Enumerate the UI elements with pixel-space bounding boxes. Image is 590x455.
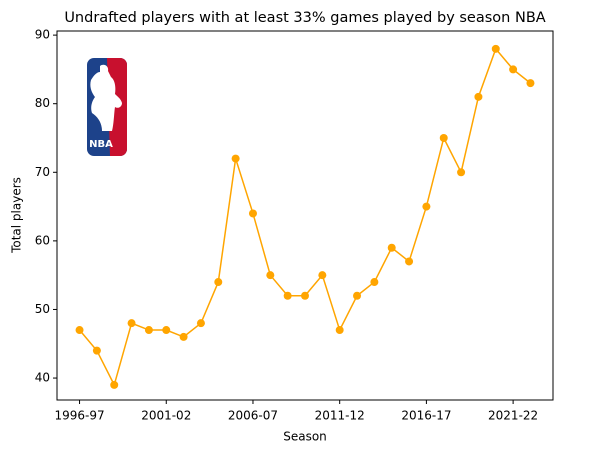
y-tick-label: 80 [35, 96, 50, 110]
data-point [179, 332, 188, 341]
data-point [75, 326, 84, 335]
data-point [214, 278, 223, 287]
data-point [474, 92, 483, 101]
x-tick-label: 2006-07 [228, 409, 278, 423]
x-tick-label: 2016-17 [401, 409, 451, 423]
logo-text: NBA [89, 139, 113, 150]
data-point [457, 168, 466, 177]
y-tick-label: 90 [35, 28, 50, 42]
y-tick-label: 40 [35, 371, 50, 385]
data-point [283, 291, 292, 300]
data-point [387, 243, 396, 252]
data-point [301, 291, 309, 300]
data-point [110, 380, 119, 389]
data-point [266, 271, 275, 280]
x-tick-label: 2011-12 [315, 409, 365, 423]
y-axis-label: Total players [10, 177, 24, 254]
data-point [196, 319, 205, 328]
data-point [144, 326, 153, 335]
data-point [491, 44, 500, 53]
data-point [439, 133, 448, 142]
logo-silhouette [90, 64, 122, 131]
data-point [248, 209, 257, 218]
data-point [422, 202, 431, 211]
y-tick-label: 50 [35, 302, 50, 316]
data-point [318, 271, 327, 280]
data-point [92, 346, 101, 355]
chart-title: Undrafted players with at least 33% game… [64, 10, 545, 26]
plot-frame [56, 30, 554, 401]
x-tick-label: 2021-22 [488, 409, 538, 423]
data-point [127, 319, 136, 328]
data-point [353, 291, 362, 300]
data-line [78, 47, 531, 387]
data-point [526, 79, 535, 88]
nba-logo: NBA [87, 58, 127, 156]
data-point [231, 154, 240, 163]
x-axis-label: Season [283, 430, 327, 444]
data-point [162, 326, 171, 335]
y-tick-label: 60 [35, 233, 50, 247]
data-point [405, 257, 414, 266]
data-point [335, 326, 344, 335]
x-tick-label: 2001-02 [141, 409, 191, 423]
x-tick-label: 1996-97 [54, 409, 104, 423]
data-point [370, 278, 379, 287]
y-tick-label: 70 [35, 165, 50, 179]
data-point [509, 65, 518, 74]
